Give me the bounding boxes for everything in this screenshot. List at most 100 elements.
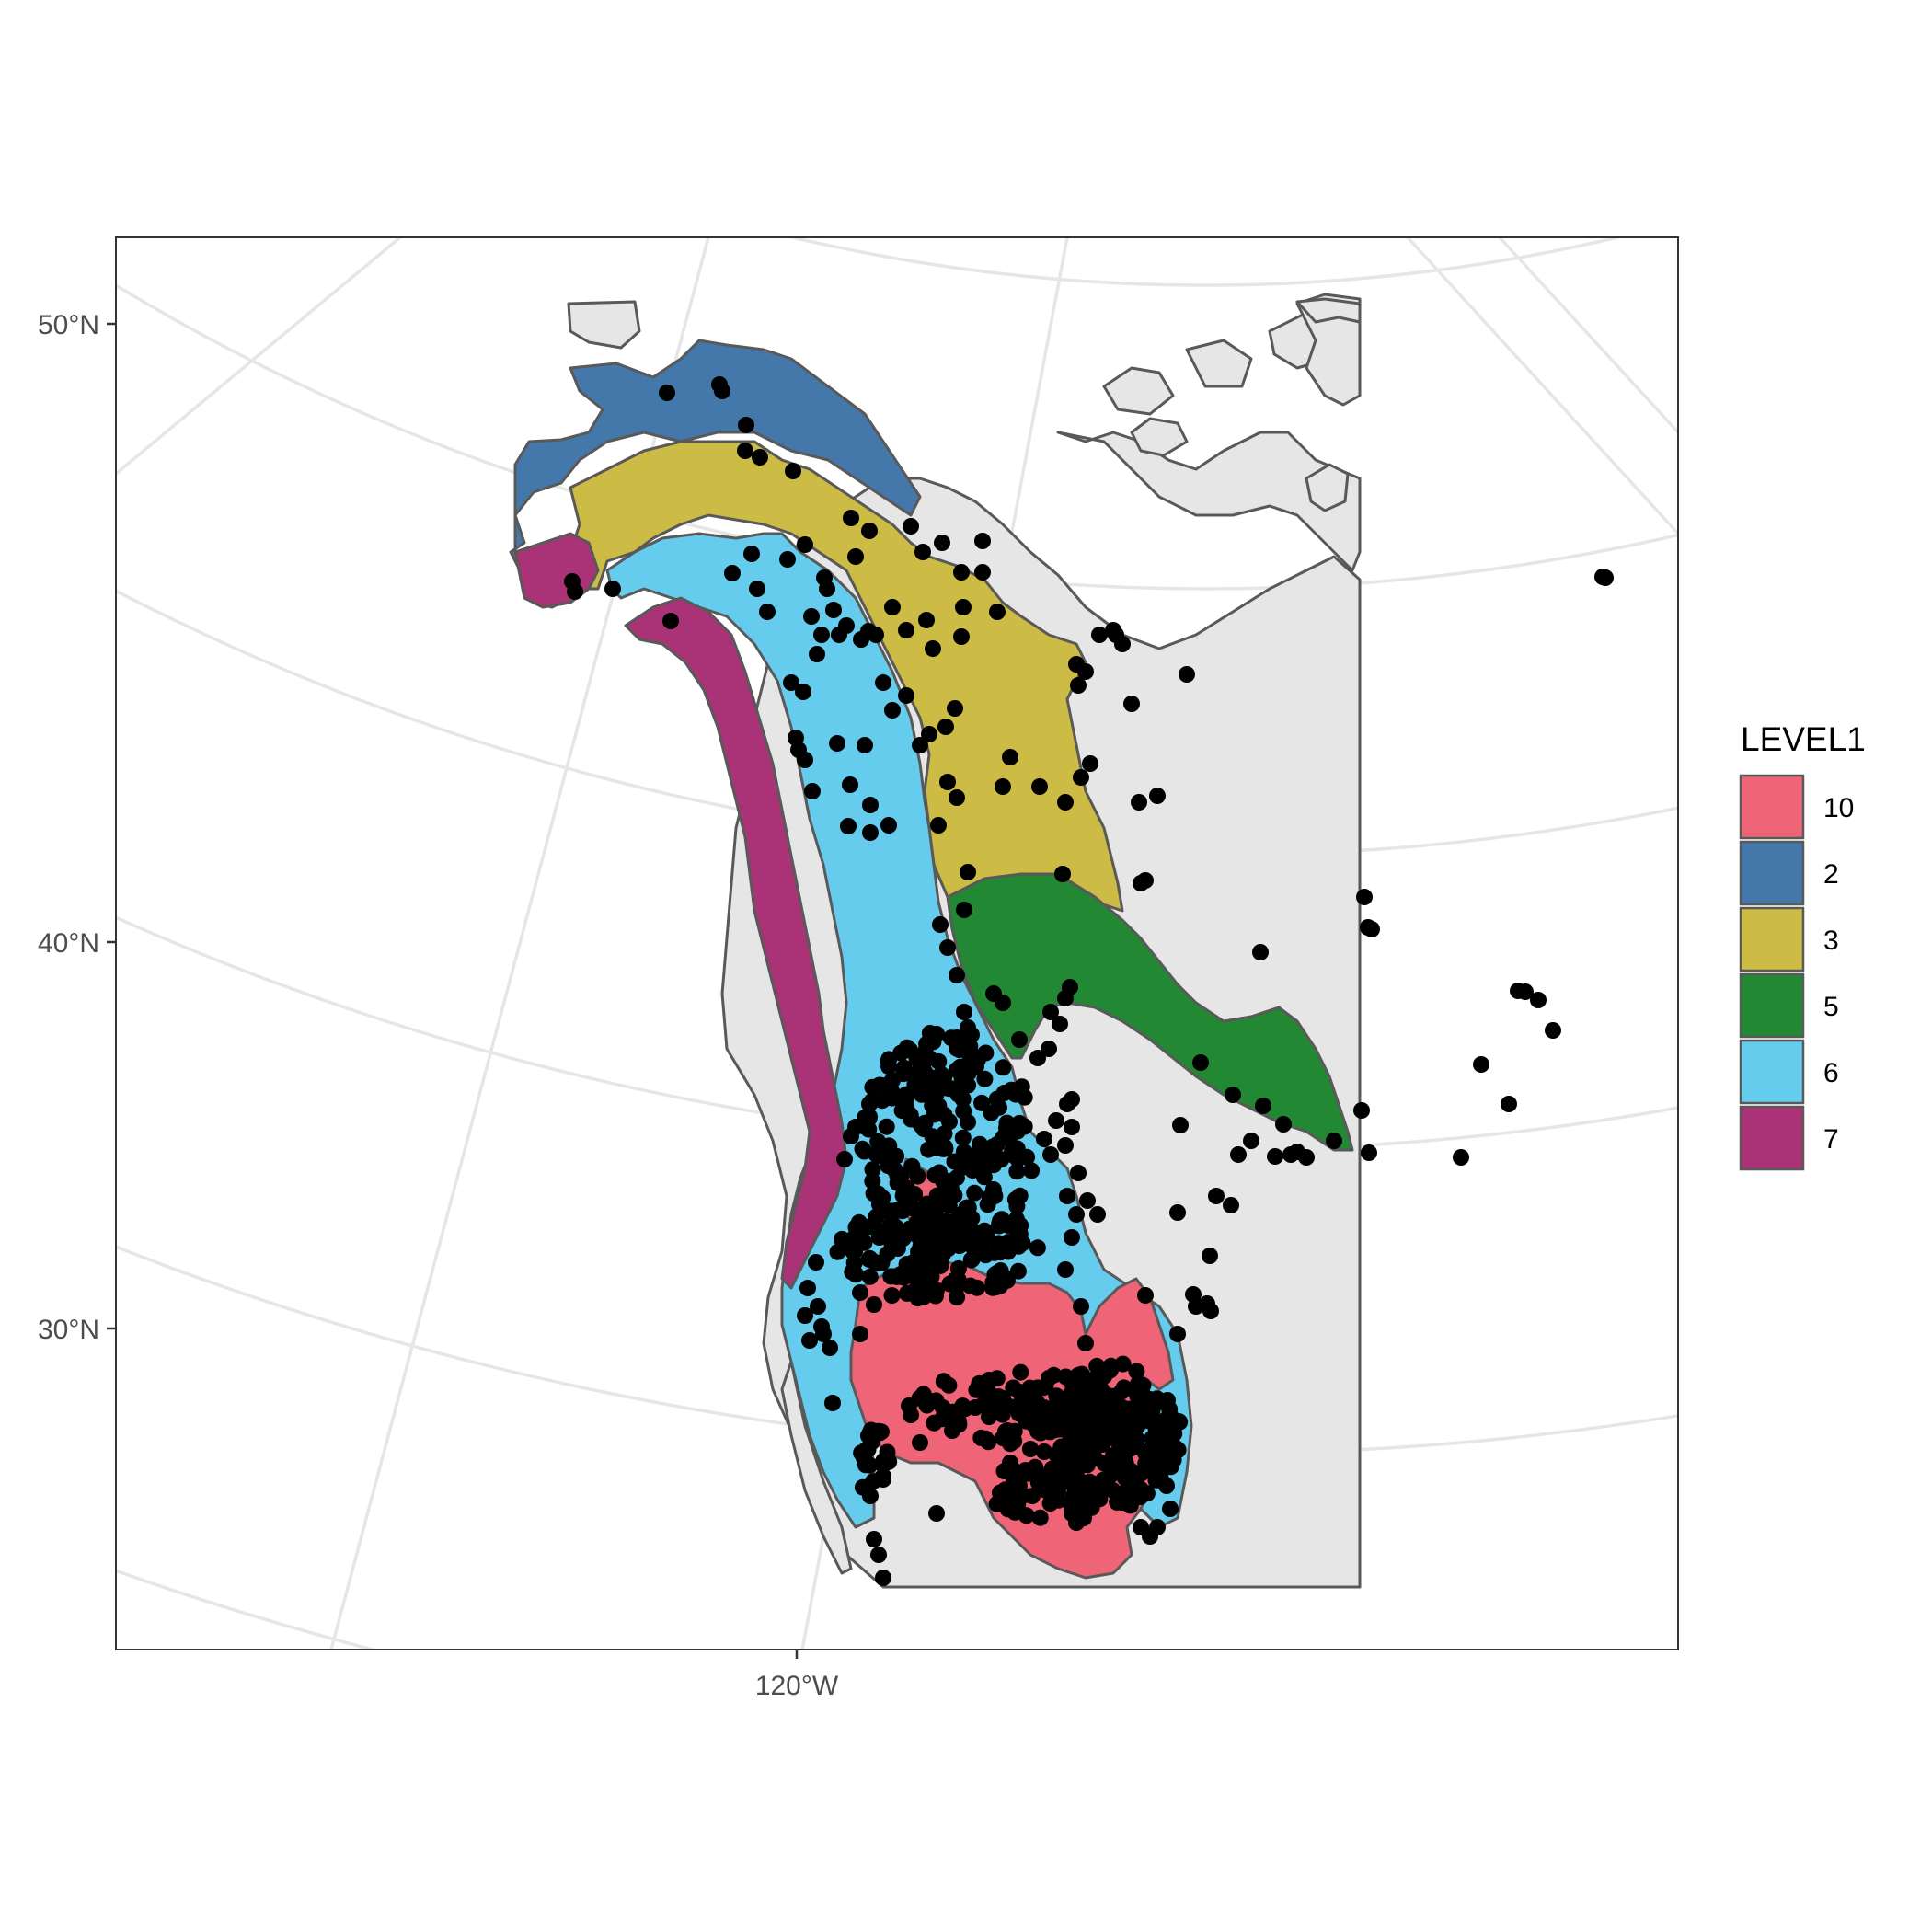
observation-point (1116, 1415, 1133, 1432)
observation-point (1041, 1041, 1057, 1057)
observation-point (1326, 1133, 1342, 1149)
observation-point (954, 1129, 972, 1146)
observation-point (957, 1038, 974, 1055)
observation-point (932, 916, 949, 933)
observation-point (847, 548, 864, 565)
observation-point (1042, 1146, 1059, 1163)
legend: LEVEL1 10 2 3 5 6 7 (1739, 720, 1866, 1171)
region-5-northern-forests (946, 872, 1354, 1152)
y-tick-label-30n: 30°N (38, 1315, 99, 1345)
observation-point (898, 1256, 915, 1273)
observation-point (1037, 1378, 1054, 1396)
observation-point (1116, 1449, 1133, 1466)
observation-point (884, 702, 901, 719)
observation-point (1473, 1056, 1489, 1073)
observation-point (950, 1416, 968, 1433)
observation-point (861, 523, 878, 539)
legend-title: LEVEL1 (1741, 720, 1866, 758)
observation-point (857, 737, 873, 753)
observation-point (1040, 1478, 1057, 1495)
legend-key-3 (1739, 906, 1805, 972)
x-tick-label-120w: 120°W (755, 1671, 839, 1701)
observation-point (1031, 1509, 1049, 1526)
observation-point (1072, 1405, 1089, 1422)
observation-point (1363, 921, 1380, 937)
observation-point (884, 599, 901, 615)
region-2-tundra (509, 339, 922, 609)
observation-point (797, 536, 813, 553)
legend-label-10: 10 (1823, 793, 1854, 823)
observation-point (843, 510, 859, 526)
observation-point (1453, 1149, 1469, 1166)
observation-point (1009, 1218, 1027, 1236)
observation-point (801, 1332, 818, 1349)
observation-point (863, 1092, 880, 1110)
observation-point (799, 1280, 816, 1296)
observation-point (884, 1216, 902, 1233)
observation-point (1036, 1131, 1052, 1147)
observation-point (822, 1340, 838, 1356)
observation-point (783, 674, 799, 691)
observation-point (912, 1434, 928, 1451)
observation-point (1009, 1262, 1027, 1280)
observation-point (659, 385, 675, 401)
observation-point (1123, 1400, 1141, 1418)
observation-point (875, 1570, 891, 1586)
observation-point (852, 1284, 868, 1301)
observation-point (988, 1370, 1006, 1387)
observation-point (998, 1114, 1016, 1132)
observation-point (1057, 990, 1074, 1006)
observation-point (1361, 1144, 1377, 1161)
observation-point (1082, 755, 1098, 772)
observation-point (1023, 1162, 1041, 1179)
observation-point (1202, 1303, 1219, 1319)
observation-point (937, 1139, 954, 1156)
observation-point (854, 1478, 871, 1496)
observation-point (948, 1278, 965, 1295)
observation-point (918, 612, 935, 628)
observation-point (1008, 1163, 1026, 1180)
observation-point (926, 1106, 943, 1123)
observation-point (1037, 1410, 1054, 1428)
observation-point (863, 1433, 880, 1451)
observation-point (1356, 889, 1373, 905)
observation-point (1090, 1386, 1107, 1403)
observation-point (856, 1234, 873, 1251)
observation-point (1353, 1102, 1370, 1119)
observation-point (942, 1029, 960, 1047)
observation-point (977, 1430, 995, 1447)
observation-point (824, 1395, 841, 1411)
observation-point (1267, 1148, 1283, 1165)
observation-point (1255, 1098, 1271, 1114)
observation-point (790, 742, 807, 758)
observation-point (875, 674, 891, 691)
legend-key-5 (1739, 972, 1805, 1039)
observation-point (995, 995, 1011, 1011)
observation-point (829, 735, 845, 752)
observation-point (1131, 794, 1147, 811)
observation-point (1140, 1390, 1157, 1408)
observation-point (840, 818, 857, 834)
observation-point (1018, 1412, 1035, 1430)
observation-point (908, 1280, 926, 1297)
observation-point (1022, 1441, 1039, 1457)
observation-point (1113, 1383, 1131, 1400)
observation-point (779, 551, 796, 568)
observation-point (1012, 1363, 1029, 1381)
observation-point (991, 1098, 1007, 1116)
observation-point (855, 1118, 872, 1135)
observation-point (974, 533, 991, 549)
observation-point (1545, 1022, 1561, 1039)
observation-point (1086, 1432, 1103, 1448)
observation-point (864, 1161, 881, 1179)
observation-point (889, 1236, 906, 1254)
observation-point (924, 1128, 941, 1145)
observation-point (1073, 1298, 1089, 1315)
observation-point (1517, 983, 1534, 1000)
observation-point (1298, 1149, 1315, 1166)
observation-point (825, 602, 842, 618)
observation-point (956, 1004, 972, 1020)
observation-point (962, 1251, 980, 1269)
observation-point (923, 1203, 940, 1221)
observation-point (974, 564, 991, 581)
